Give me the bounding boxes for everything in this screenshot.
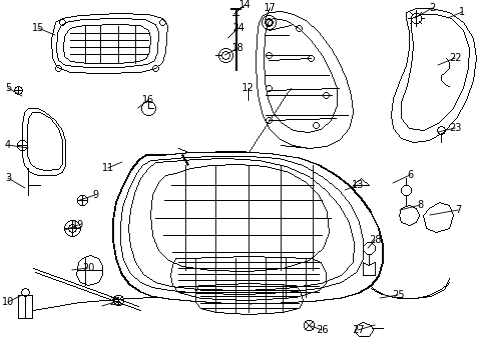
Text: 1: 1 [459,7,465,17]
Text: 6: 6 [407,170,413,180]
Text: 14: 14 [239,0,251,10]
Text: 27: 27 [352,325,364,335]
Text: 3: 3 [5,173,11,183]
Text: 13: 13 [352,180,364,190]
Text: 10: 10 [2,297,14,307]
Text: 28: 28 [369,235,381,245]
Text: 26: 26 [316,325,328,335]
Text: 24: 24 [232,23,244,33]
Text: 16: 16 [142,95,154,105]
Text: 12: 12 [242,83,254,93]
Text: 2: 2 [429,3,435,13]
Text: 4: 4 [5,140,11,150]
Text: 20: 20 [82,263,94,273]
Text: 15: 15 [32,23,44,33]
Text: 8: 8 [417,200,423,210]
Text: 23: 23 [449,123,461,133]
Text: 19: 19 [72,220,84,230]
Text: 18: 18 [232,43,244,53]
Text: 9: 9 [92,190,98,200]
Text: 7: 7 [455,205,461,215]
Text: 25: 25 [392,290,404,300]
Text: 11: 11 [102,163,114,173]
Text: 22: 22 [449,53,461,63]
Text: 17: 17 [264,3,276,13]
Text: 5: 5 [5,83,11,93]
Text: 21: 21 [109,297,121,307]
